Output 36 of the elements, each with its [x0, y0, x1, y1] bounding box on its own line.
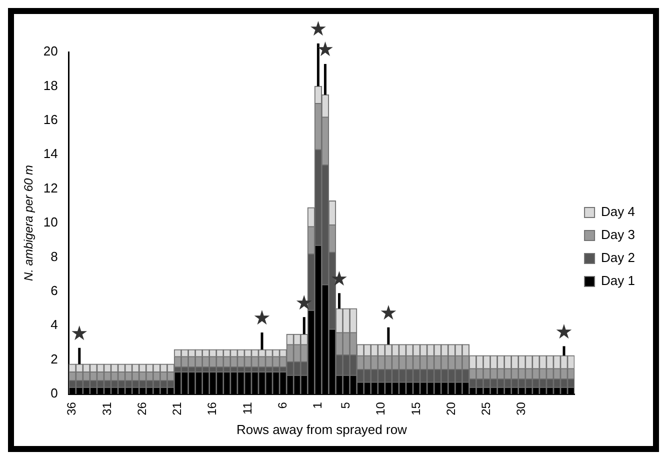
x-tick-label: 31: [100, 402, 114, 416]
annotation: ★: [253, 306, 271, 330]
x-tick-label: 26: [134, 402, 149, 416]
text: ★: [309, 16, 328, 41]
y-axis-title: N. ambigera per 60 m: [22, 164, 36, 282]
x-axis-title: Rows away from sprayed row: [236, 422, 408, 437]
x-tick-label: 10: [374, 402, 388, 416]
y-tick-label: 18: [43, 78, 58, 93]
y-tick-label: 10: [43, 214, 58, 230]
y-tick-label: 12: [43, 180, 58, 196]
x-tick-label: 25: [479, 402, 494, 416]
y-tick-label: 6: [50, 283, 58, 298]
x-tick-label: 36: [64, 402, 79, 416]
x-tick-label: 30: [514, 402, 528, 416]
x-tick-label: 16: [205, 402, 220, 416]
y-tick-label: 0: [50, 386, 58, 401]
y-tick-label: 2: [50, 351, 58, 366]
annotation: ★: [555, 319, 573, 344]
x-tick-label: 21: [170, 402, 184, 416]
legend-label: Day 4: [601, 204, 636, 220]
y-tick-label: 20: [43, 44, 58, 59]
x-tick-label: 11: [240, 402, 254, 415]
legend-label: Day 1: [601, 273, 636, 288]
annotation: ★: [70, 321, 88, 346]
y-tick-label: 16: [43, 112, 58, 127]
x-tick-label: 20: [444, 402, 458, 416]
y-tick-label: 8: [50, 248, 58, 264]
x-tick-label: 5: [338, 402, 353, 409]
y-tick-label: 4: [50, 317, 58, 332]
x-tick-label: 1: [310, 402, 324, 409]
legend-label: Day 2: [601, 250, 636, 266]
x-tick-label: 6: [275, 402, 290, 409]
x-tick-label: 15: [408, 402, 423, 416]
y-tick-label: 14: [43, 146, 58, 162]
legend-label: Day 3: [601, 227, 636, 242]
annotation: ★: [379, 300, 398, 325]
